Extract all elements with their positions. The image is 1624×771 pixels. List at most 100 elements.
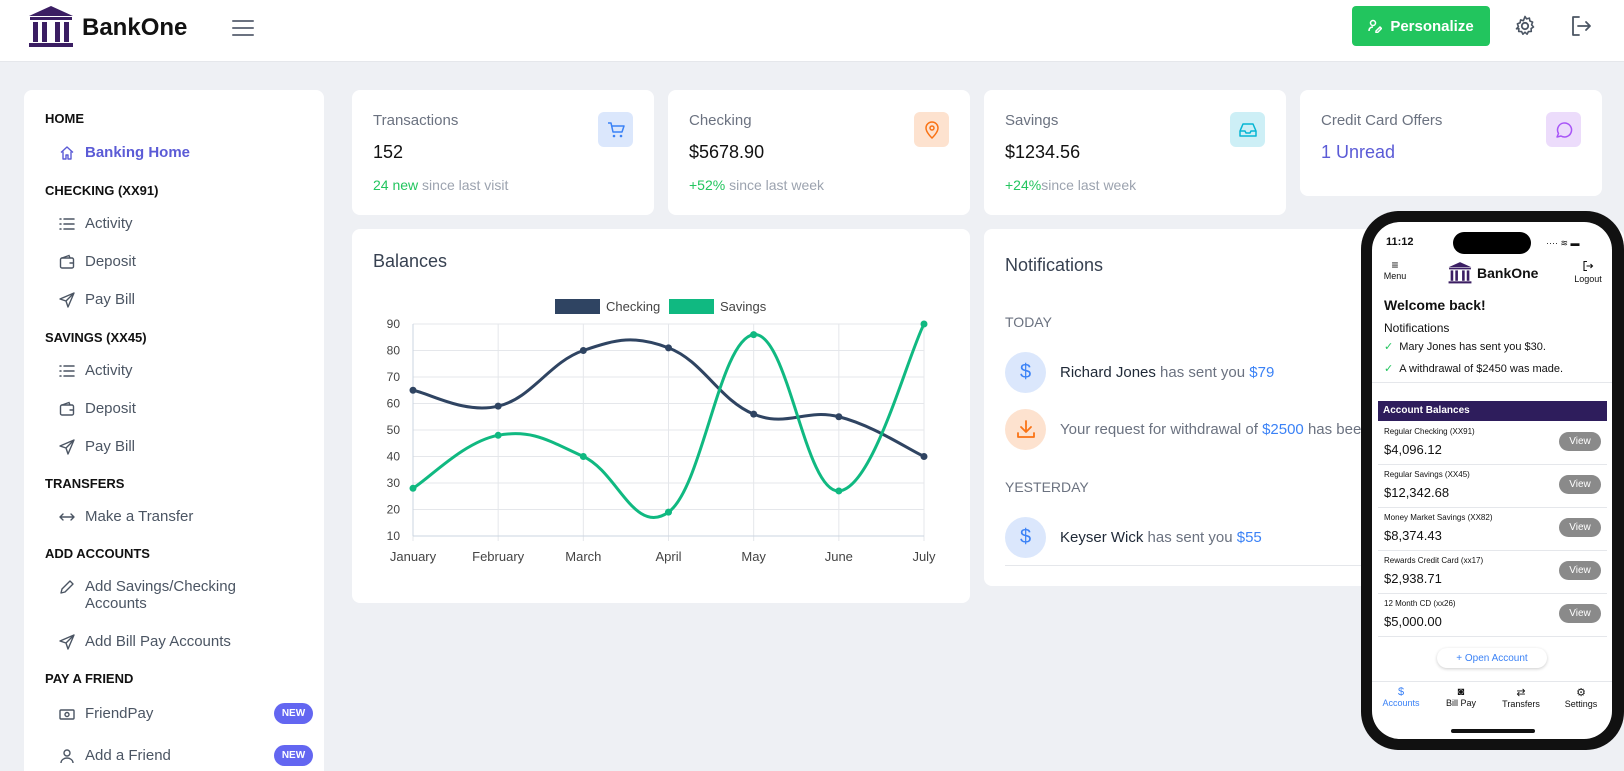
- stat-value[interactable]: 1 Unread: [1321, 142, 1396, 162]
- data-point: [920, 453, 928, 460]
- phone-logout-label: Logout: [1574, 274, 1602, 284]
- tab-bill-pay[interactable]: ◙ Bill Pay: [1432, 686, 1490, 708]
- logout-icon[interactable]: [1569, 14, 1593, 38]
- view-button[interactable]: View: [1559, 432, 1601, 451]
- stat-card-checking[interactable]: Checking $5678.90 +52% since last week: [668, 90, 970, 215]
- account-balance: $5,000.00: [1384, 614, 1442, 629]
- stat-card-transactions[interactable]: Transactions 152 24 new since last visit: [352, 90, 654, 215]
- account-row[interactable]: 12 Month CD (xx26) $5,000.00 View: [1378, 595, 1607, 637]
- sidebar-item-savings-pay-bill[interactable]: Pay Bill: [59, 438, 309, 455]
- view-button[interactable]: View: [1559, 475, 1601, 494]
- send-icon: [59, 634, 75, 650]
- balances-line-chart[interactable]: 10 20 30 40 50 60 70 80 90 January February March Ap…: [352, 229, 970, 603]
- sidebar-item-checking-activity[interactable]: Activity: [59, 215, 309, 232]
- sidebar-item-checking-pay-bill[interactable]: Pay Bill: [59, 291, 309, 308]
- view-button[interactable]: View: [1559, 518, 1601, 537]
- stat-value: $1234.56: [1005, 142, 1081, 162]
- phone-screen: 11:12 ···· ≋ ▬ ≡ Menu BankOne: [1372, 222, 1612, 739]
- stat-delta: +24%since last week: [1005, 177, 1137, 193]
- y-tick-label: 50: [387, 423, 401, 437]
- wallet-icon: [59, 254, 75, 269]
- account-balance: $4,096.12: [1384, 442, 1442, 457]
- bank-logo-icon[interactable]: [26, 4, 76, 50]
- stat-card-savings[interactable]: Savings $1234.56 +24%since last week: [984, 90, 1286, 215]
- phone-logout-button[interactable]: Logout: [1571, 260, 1605, 284]
- account-row[interactable]: Rewards Credit Card (xx17) $2,938.71 Vie…: [1378, 552, 1607, 594]
- send-icon: [59, 439, 75, 455]
- notifications-title: Notifications: [1005, 255, 1104, 275]
- account-balance: $8,374.43: [1384, 528, 1442, 543]
- sidebar-item-checking-deposit[interactable]: Deposit: [59, 253, 309, 270]
- notification-item[interactable]: $ Richard Jones has sent you $79: [1005, 351, 1405, 393]
- account-row[interactable]: Regular Savings (XX45) $12,342.68 View: [1378, 466, 1607, 508]
- data-point: [750, 410, 758, 418]
- home-icon: [60, 146, 74, 160]
- sidebar-item-make-transfer[interactable]: Make a Transfer: [59, 508, 309, 525]
- phone-brand[interactable]: BankOne: [1447, 260, 1538, 286]
- sidebar-item-savings-deposit[interactable]: Deposit: [59, 400, 309, 417]
- sidebar-item-add-bill-pay[interactable]: Add Bill Pay Accounts: [59, 633, 309, 650]
- sidebar-item-label: Activity: [85, 215, 133, 232]
- brand-name[interactable]: BankOne: [82, 14, 188, 41]
- cash-icon: [59, 709, 75, 720]
- y-tick-label: 30: [387, 476, 401, 490]
- data-point: [665, 508, 672, 516]
- sidebar-item-label: Deposit: [85, 400, 136, 417]
- tab-settings[interactable]: ⚙ Settings: [1552, 686, 1610, 709]
- pencil-icon: [60, 580, 74, 594]
- tab-accounts[interactable]: $ Accounts: [1372, 686, 1430, 708]
- stat-label: Credit Card Offers: [1321, 112, 1443, 129]
- data-point: [579, 347, 587, 354]
- personalize-button[interactable]: Personalize: [1352, 6, 1490, 46]
- legend-swatch: [555, 299, 600, 314]
- sidebar-item-add-friend[interactable]: Add a Friend: [59, 747, 309, 764]
- account-row[interactable]: Money Market Savings (XX82) $8,374.43 Vi…: [1378, 509, 1607, 551]
- map-pin-icon: [914, 112, 949, 147]
- open-account-button[interactable]: + Open Account: [1437, 648, 1547, 668]
- y-tick-label: 60: [387, 397, 401, 411]
- data-point: [494, 431, 502, 439]
- dollar-icon: $: [1005, 351, 1046, 393]
- sidebar-item-label: Add Bill Pay Accounts: [85, 633, 231, 650]
- yesterday-label: YESTERDAY: [1005, 479, 1089, 495]
- sidebar-item-label: Activity: [85, 362, 133, 379]
- sidebar-item-friendpay[interactable]: FriendPay: [59, 705, 309, 722]
- stat-delta: +52% since last week: [689, 177, 825, 193]
- stat-value: 152: [373, 142, 404, 162]
- divider: [1005, 565, 1405, 566]
- account-balances-header: Account Balances: [1378, 401, 1607, 421]
- data-point: [409, 484, 417, 492]
- x-tick-label: April: [655, 549, 681, 564]
- data-point: [750, 331, 758, 339]
- gear-icon: ⚙: [1576, 687, 1586, 699]
- sidebar-item-add-savings-checking[interactable]: Add Savings/Checking Accounts: [59, 578, 309, 612]
- y-tick-label: 10: [387, 529, 401, 543]
- sidebar-item-label: Deposit: [85, 253, 136, 270]
- phone-menu-label: Menu: [1383, 271, 1407, 281]
- view-button[interactable]: View: [1559, 561, 1601, 580]
- account-balance: $2,938.71: [1384, 571, 1442, 586]
- gear-icon[interactable]: [1513, 14, 1537, 38]
- phone-menu-button[interactable]: ≡ Menu: [1378, 259, 1412, 281]
- hamburger-menu-icon[interactable]: [232, 18, 254, 38]
- sidebar-section-pay-friend: PAY A FRIEND: [45, 671, 134, 686]
- y-tick-label: 40: [387, 450, 401, 464]
- account-row[interactable]: Regular Checking (XX91) $4,096.12 View: [1378, 423, 1607, 465]
- phone-notifications-title: Notifications: [1384, 321, 1450, 335]
- sidebar-item-savings-activity[interactable]: Activity: [59, 362, 309, 379]
- list-icon: [59, 365, 75, 377]
- dynamic-island: [1453, 232, 1531, 254]
- notification-item[interactable]: Your request for withdrawal of $2500 has…: [1005, 408, 1405, 450]
- stat-card-credit-card-offers[interactable]: Credit Card Offers 1 Unread: [1300, 90, 1602, 196]
- account-name: Regular Checking (XX91): [1384, 427, 1475, 436]
- tab-transfers[interactable]: ⇄ Transfers: [1492, 686, 1550, 709]
- view-button[interactable]: View: [1559, 604, 1601, 623]
- inbox-icon: [1230, 112, 1265, 147]
- stat-value: $5678.90: [689, 142, 765, 162]
- sidebar-item-banking-home[interactable]: Banking Home: [59, 144, 309, 161]
- phone-notification: ✓ Mary Jones has sent you $30.: [1384, 340, 1546, 354]
- balances-title: Balances: [373, 251, 448, 271]
- sidebar-item-label: Banking Home: [85, 144, 191, 161]
- data-point: [494, 402, 502, 410]
- notification-item[interactable]: $ Keyser Wick has sent you $55: [1005, 516, 1405, 558]
